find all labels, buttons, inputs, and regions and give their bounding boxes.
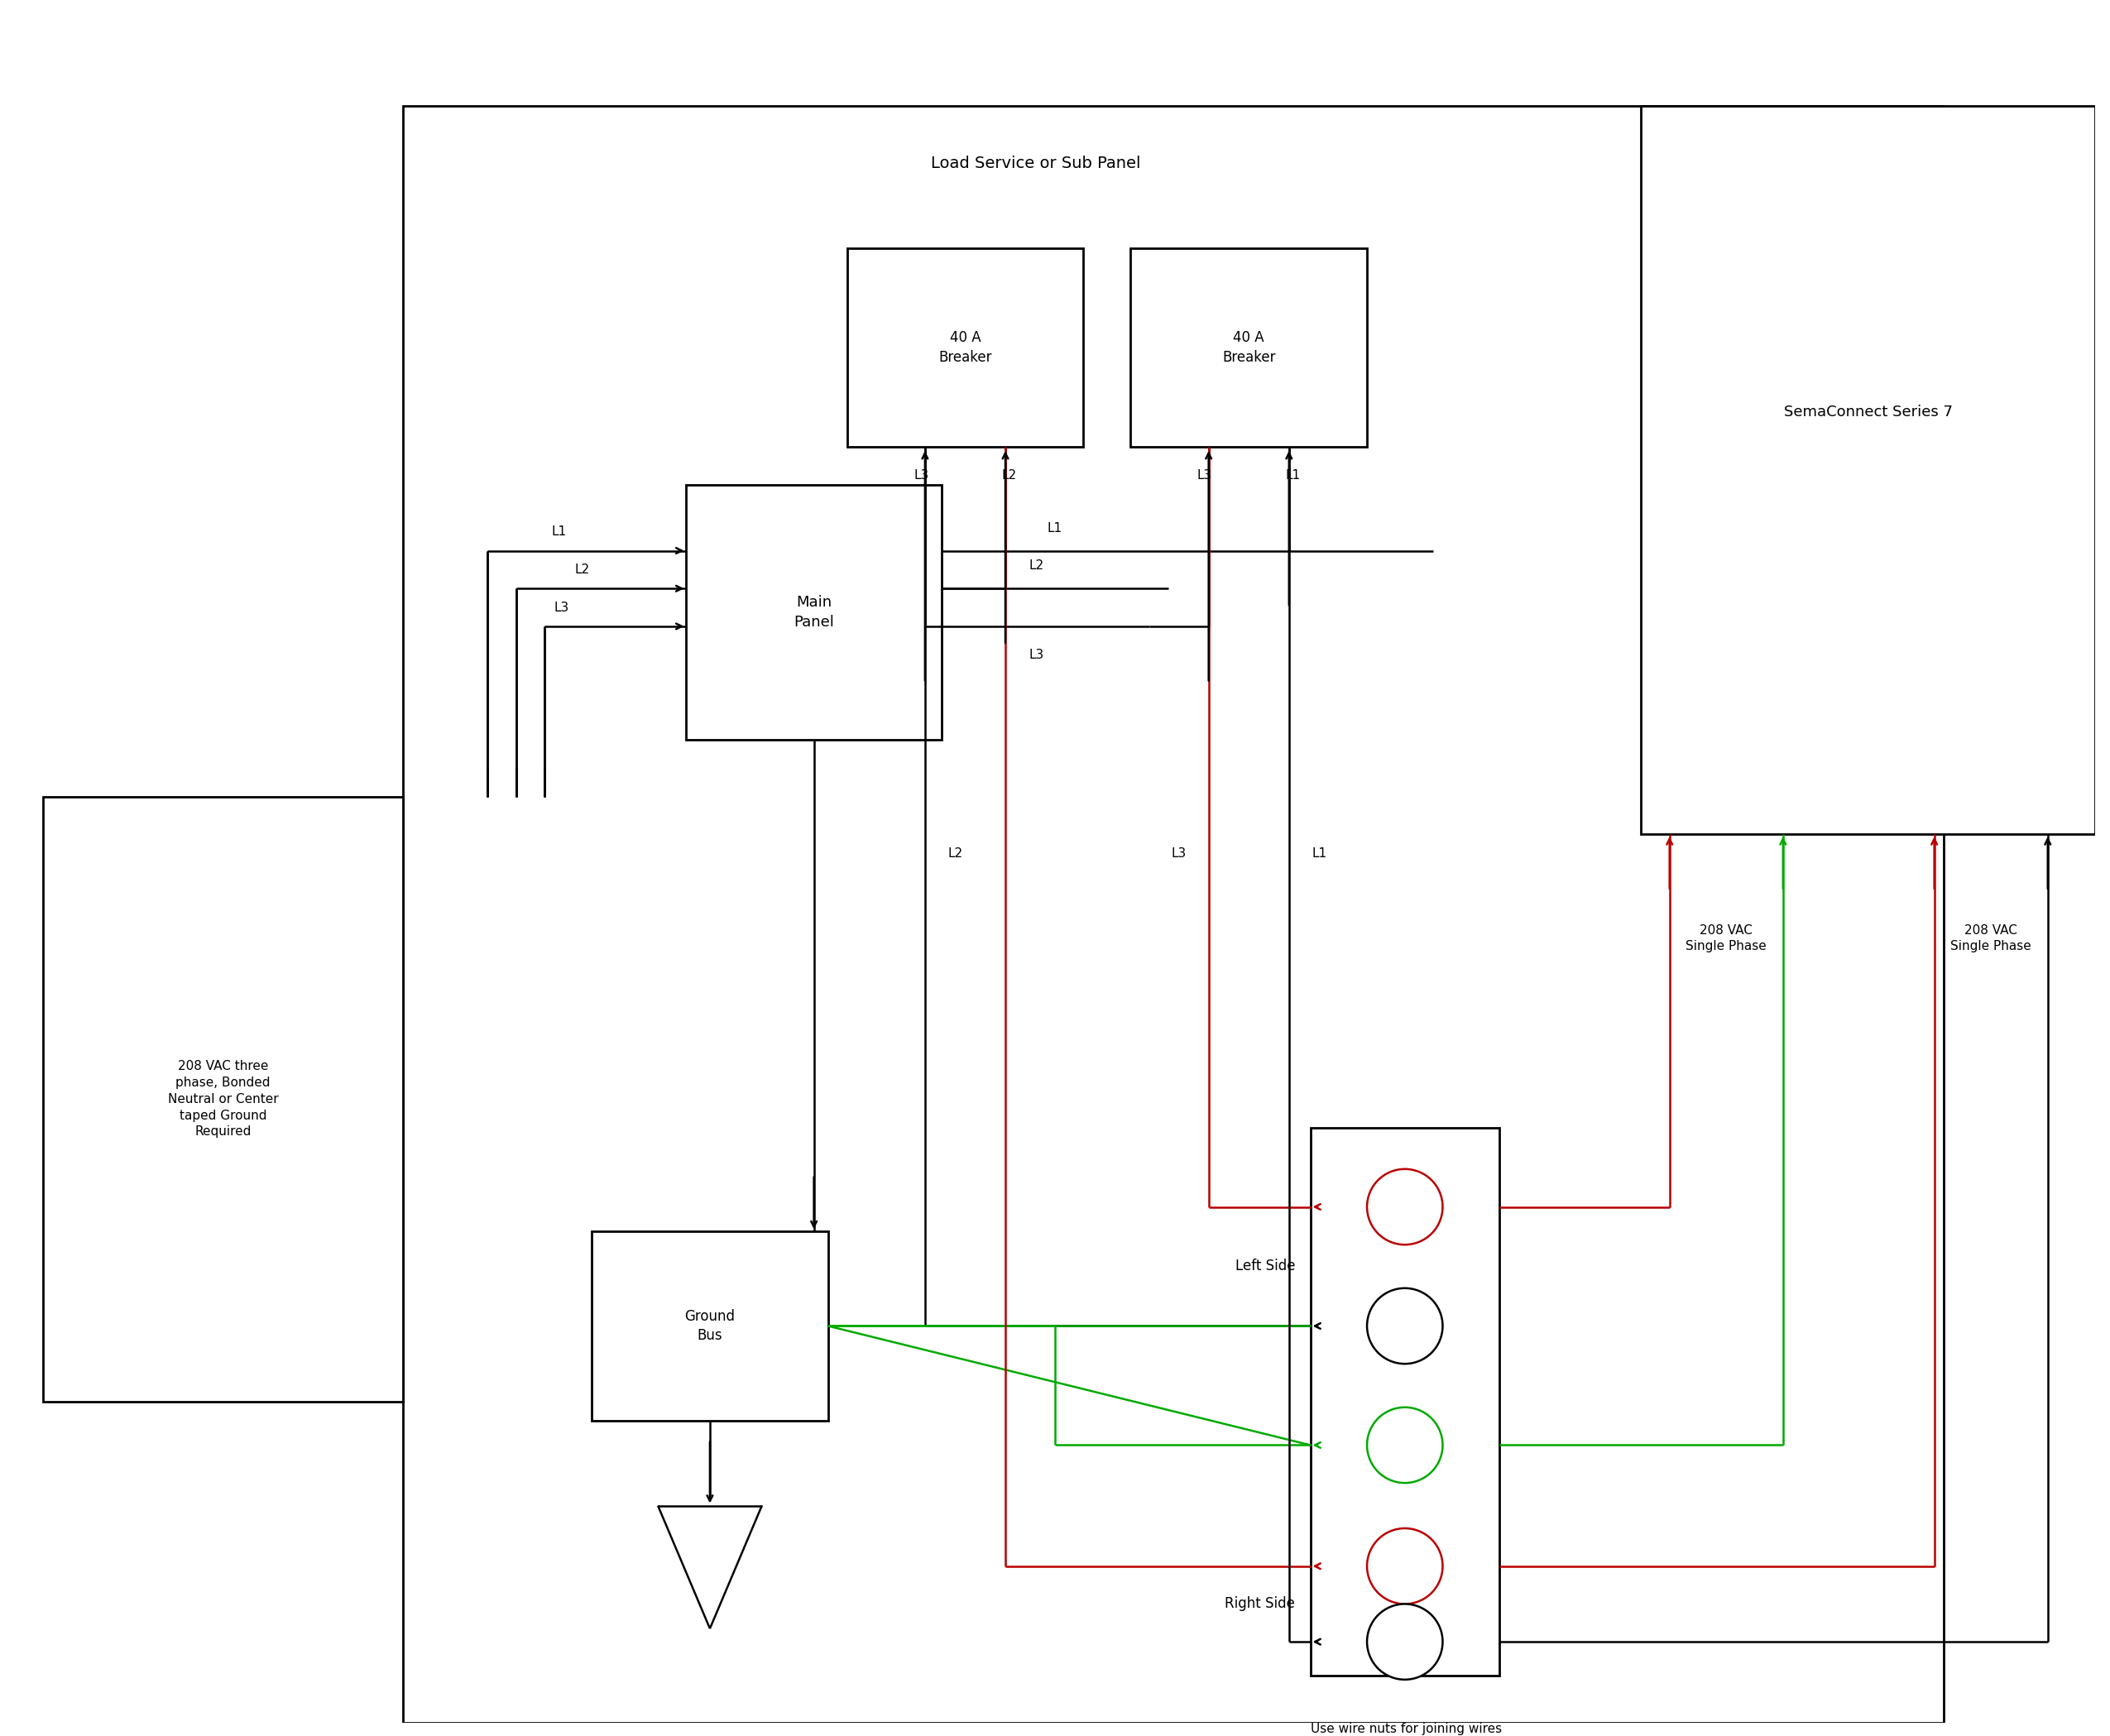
- Text: Main
Panel: Main Panel: [793, 595, 833, 630]
- Bar: [1131, 248, 1367, 446]
- Text: L2: L2: [1002, 469, 1017, 481]
- Text: L3: L3: [555, 601, 570, 613]
- Bar: [44, 797, 403, 1401]
- Text: SemaConnect Series 7: SemaConnect Series 7: [1783, 404, 1952, 420]
- Circle shape: [1367, 1604, 1443, 1680]
- Bar: [591, 1231, 827, 1420]
- Text: 208 VAC three
phase, Bonded
Neutral or Center
taped Ground
Required: 208 VAC three phase, Bonded Neutral or C…: [167, 1061, 279, 1139]
- Text: L3: L3: [1028, 649, 1044, 661]
- Text: L1: L1: [1047, 523, 1063, 535]
- Text: Ground
Bus: Ground Bus: [684, 1309, 734, 1344]
- Bar: [846, 248, 1082, 446]
- Circle shape: [1367, 1288, 1443, 1364]
- Text: L3: L3: [1196, 469, 1213, 481]
- Circle shape: [1367, 1408, 1443, 1483]
- Text: 40 A
Breaker: 40 A Breaker: [939, 330, 992, 365]
- Text: L2: L2: [1028, 559, 1044, 573]
- Text: L1: L1: [1312, 847, 1327, 859]
- Text: Left Side: Left Side: [1234, 1259, 1296, 1274]
- Bar: [1642, 106, 2095, 835]
- Text: L2: L2: [947, 847, 962, 859]
- Bar: [403, 106, 1943, 1724]
- Text: Use wire nuts for joining wires: Use wire nuts for joining wires: [1310, 1722, 1502, 1734]
- Text: Right Side: Right Side: [1226, 1597, 1296, 1611]
- Text: L1: L1: [1285, 469, 1300, 481]
- Text: L3: L3: [1171, 847, 1186, 859]
- Circle shape: [1367, 1528, 1443, 1604]
- Text: 40 A
Breaker: 40 A Breaker: [1222, 330, 1277, 365]
- Bar: [686, 484, 941, 740]
- Circle shape: [1367, 1168, 1443, 1245]
- Text: 208 VAC
Single Phase: 208 VAC Single Phase: [1686, 924, 1766, 953]
- Bar: [1310, 1127, 1500, 1675]
- Text: L1: L1: [551, 526, 565, 538]
- Text: L2: L2: [574, 564, 591, 576]
- Text: Load Service or Sub Panel: Load Service or Sub Panel: [931, 155, 1142, 170]
- Text: L3: L3: [914, 469, 928, 481]
- Text: 208 VAC
Single Phase: 208 VAC Single Phase: [1950, 924, 2032, 953]
